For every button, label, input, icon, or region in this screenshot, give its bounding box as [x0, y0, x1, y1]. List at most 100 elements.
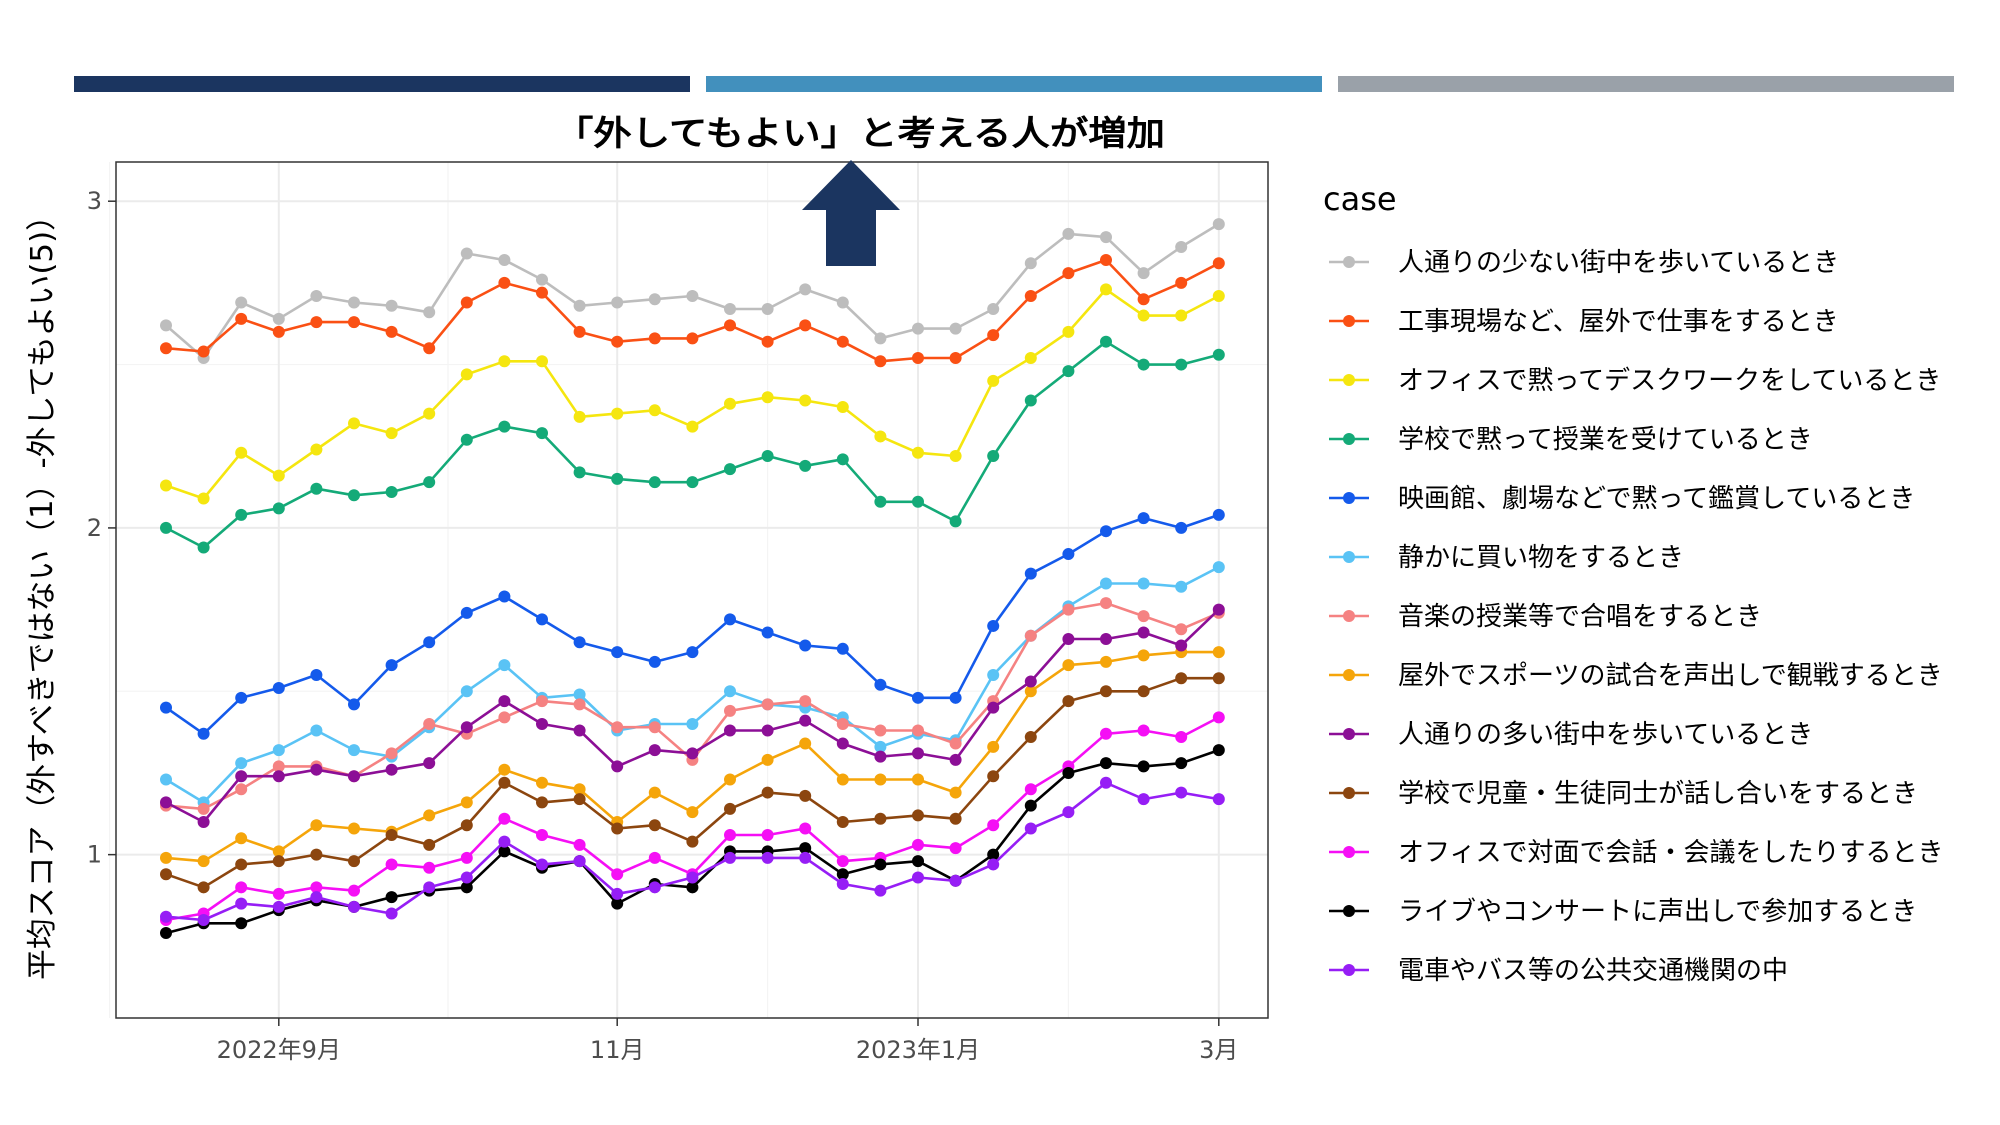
data-point — [536, 427, 548, 440]
legend-key-point — [1343, 905, 1355, 917]
data-point — [799, 851, 812, 864]
legend-key-point — [1343, 374, 1355, 386]
series-line-1 — [165, 258, 1220, 363]
data-point — [460, 368, 473, 381]
data-point — [1100, 335, 1112, 348]
data-point — [160, 521, 172, 534]
data-point — [912, 352, 924, 365]
data-point — [573, 410, 586, 423]
data-point — [874, 332, 887, 345]
data-point — [799, 639, 812, 652]
data-point — [423, 809, 436, 822]
data-point — [573, 783, 586, 796]
data-point — [498, 659, 511, 672]
data-point — [1212, 672, 1225, 685]
data-point — [799, 789, 812, 802]
data-point — [611, 407, 624, 420]
data-point — [761, 450, 774, 463]
data-point — [235, 783, 248, 796]
data-point — [1100, 525, 1112, 538]
data-point — [686, 835, 699, 848]
data-point — [686, 420, 699, 433]
data-point — [648, 332, 661, 345]
data-point — [874, 724, 887, 737]
data-point — [310, 881, 323, 894]
data-point — [423, 861, 436, 874]
data-point — [1175, 639, 1188, 652]
data-point — [235, 881, 248, 894]
data-point — [1175, 521, 1188, 534]
data-point — [987, 668, 1000, 681]
data-point — [1100, 283, 1112, 296]
data-point — [1100, 231, 1112, 244]
y-tick-labels: 1 2 3 — [87, 187, 102, 868]
data-point — [272, 682, 285, 695]
data-point — [235, 897, 248, 910]
data-point — [385, 891, 398, 904]
series-layer — [160, 218, 1225, 940]
data-point — [949, 515, 962, 528]
data-point — [272, 845, 285, 858]
data-point — [310, 443, 323, 456]
data-point — [348, 822, 360, 835]
data-point — [648, 744, 661, 757]
legend-label: 学校で児童・生徒同士が話し合いをするとき — [1398, 779, 1918, 809]
series-line-8 — [165, 608, 1220, 824]
data-point — [724, 397, 736, 410]
data-point — [160, 868, 172, 881]
data-point — [1137, 724, 1150, 737]
legend-label: オフィスで黙ってデスクワークをしているとき — [1398, 366, 1941, 396]
data-point — [836, 815, 849, 828]
x-tick-label: 2022年9月 — [217, 1036, 341, 1064]
data-point — [272, 502, 285, 515]
data-point — [235, 832, 248, 845]
data-point — [536, 273, 548, 286]
data-point — [724, 463, 736, 476]
y-tick-label: 3 — [87, 187, 102, 215]
data-point — [1100, 685, 1112, 698]
data-point — [686, 871, 699, 884]
legend-label: 工事現場など、屋外で仕事をするとき — [1398, 307, 1839, 337]
data-point — [423, 476, 436, 489]
data-point — [1212, 257, 1225, 270]
data-point — [1024, 731, 1037, 744]
data-point — [460, 796, 473, 809]
data-point — [987, 303, 1000, 316]
data-point — [761, 851, 774, 864]
data-point — [235, 858, 248, 871]
data-point — [197, 815, 210, 828]
data-point — [160, 910, 172, 923]
data-point — [348, 770, 360, 783]
legend-key-point — [1343, 669, 1355, 681]
legend-label: オフィスで対面で会話・会議をしたりするとき — [1398, 838, 1943, 868]
data-point — [912, 446, 924, 459]
data-point — [799, 459, 812, 472]
data-point — [197, 802, 210, 815]
data-point — [348, 855, 360, 868]
data-point — [573, 855, 586, 868]
data-point — [235, 691, 248, 704]
data-point — [235, 917, 248, 930]
y-axis-label: 平均スコア（外すべきではない（1）-外してもよい(5)） — [25, 200, 60, 980]
data-point — [1024, 799, 1037, 812]
data-point — [310, 819, 323, 832]
data-point — [912, 724, 924, 737]
data-point — [761, 335, 774, 348]
data-point — [385, 659, 398, 672]
legend-label: ライブやコンサートに声出しで参加するとき — [1398, 897, 1917, 927]
data-point — [949, 352, 962, 365]
data-point — [724, 685, 736, 698]
data-point — [1137, 293, 1150, 306]
data-point — [1212, 711, 1225, 724]
data-point — [272, 325, 285, 338]
data-point — [724, 851, 736, 864]
data-point — [648, 293, 661, 306]
x-tick-labels: 2022年9月 11月 2023年1月 3月 — [217, 1036, 1239, 1064]
data-point — [460, 881, 473, 894]
data-point — [423, 407, 436, 420]
data-point — [949, 812, 962, 825]
data-point — [385, 299, 398, 312]
data-point — [799, 394, 812, 407]
data-point — [1062, 227, 1075, 240]
